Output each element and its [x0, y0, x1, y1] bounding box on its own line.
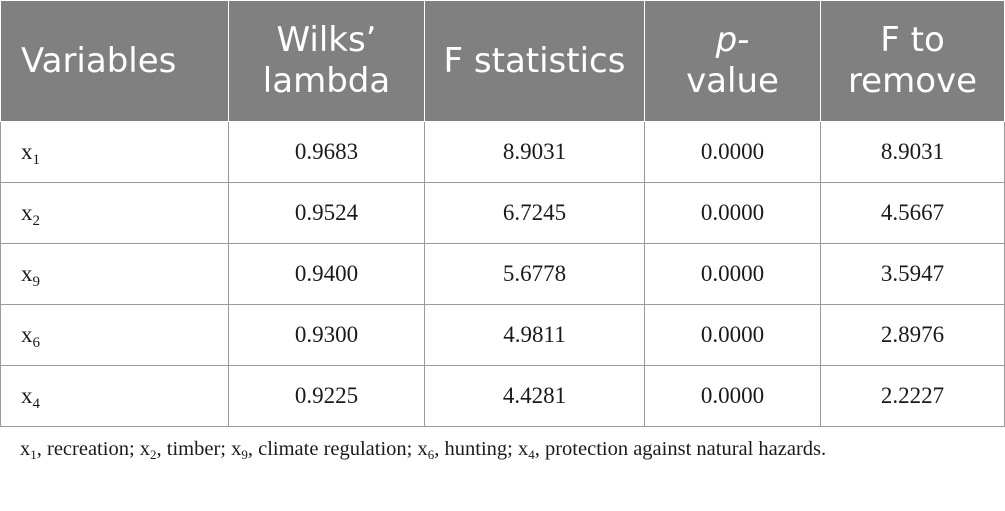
f-to-remove-cell: 4.5667	[820, 182, 1005, 244]
variable-name: x	[21, 261, 33, 286]
footnote-text: , protection against natural hazards.	[534, 438, 827, 460]
footnote-subscript: 9	[241, 447, 248, 462]
table-row: x6 0.9300 4.9811 0.0000 2.8976	[0, 304, 1005, 366]
wilks-cell: 0.9400	[228, 243, 425, 305]
variable-cell: x4	[0, 365, 229, 427]
p-value-cell: 0.0000	[644, 304, 821, 366]
footnote-item: x6, hunting;	[417, 438, 518, 462]
f-to-remove-cell: 2.2227	[820, 365, 1005, 427]
variable-subscript: 4	[32, 396, 41, 412]
footnote-item: x9, climate regulation;	[231, 438, 418, 462]
footnote-text: , timber;	[156, 438, 232, 460]
table-row: x9 0.9400 5.6778 0.0000 3.5947	[0, 243, 1005, 305]
variable-name: x	[21, 200, 33, 225]
header-ftr-line1: F to	[880, 20, 945, 60]
header-p-line2: value	[686, 61, 779, 101]
f-stat-cell: 6.7245	[424, 182, 645, 244]
footnote-var: x	[517, 438, 529, 460]
f-to-remove-cell: 2.8976	[820, 304, 1005, 366]
footnote-item: x2, timber;	[139, 438, 232, 462]
footnote-var: x	[417, 438, 428, 460]
header-wilks-lambda: Wilks’ lambda	[228, 0, 425, 122]
wilks-cell: 0.9225	[228, 365, 425, 427]
variable-name: x	[21, 322, 33, 347]
f-stat-cell: 5.6778	[424, 243, 645, 305]
footnote-text: , hunting;	[434, 438, 518, 460]
table-footnote: x1, recreation; x2, timber; x9, climate …	[20, 432, 980, 466]
variable-name: x	[21, 139, 33, 164]
header-p-line1: p-	[715, 20, 750, 60]
f-to-remove-cell: 8.9031	[820, 121, 1005, 183]
header-wilks-line2: lambda	[262, 61, 391, 101]
footnote-text: , recreation;	[36, 438, 140, 460]
footnote-var: x	[231, 438, 242, 460]
header-row: Variables Wilks’ lambda F statistics p-va…	[0, 0, 1005, 122]
variable-subscript: 9	[32, 274, 41, 290]
wilks-cell: 0.9683	[228, 121, 425, 183]
variable-subscript: 6	[32, 335, 41, 351]
header-f-statistics: F statistics	[424, 0, 645, 122]
header-f-to-remove: F to remove	[820, 0, 1005, 122]
variable-cell: x2	[0, 182, 229, 244]
results-table-container: Variables Wilks’ lambda F statistics p-va…	[0, 0, 1005, 427]
variable-subscript: 1	[32, 152, 41, 168]
p-value-cell: 0.0000	[644, 182, 821, 244]
variable-cell: x1	[0, 121, 229, 183]
f-to-remove-cell: 3.5947	[820, 243, 1005, 305]
table-row: x1 0.9683 8.9031 0.0000 8.9031	[0, 121, 1005, 183]
p-value-cell: 0.0000	[644, 121, 821, 183]
footnote-var: x	[139, 438, 151, 460]
footnote-item: x1, recreation;	[20, 438, 140, 462]
wilks-cell: 0.9524	[228, 182, 425, 244]
footnote-subscript: 4	[528, 447, 535, 462]
variable-cell: x6	[0, 304, 229, 366]
header-ftr-line2: remove	[847, 61, 978, 101]
table-row: x4 0.9225 4.4281 0.0000 2.2227	[0, 365, 1005, 427]
p-value-cell: 0.0000	[644, 365, 821, 427]
header-variables: Variables	[0, 0, 229, 122]
f-stat-cell: 4.4281	[424, 365, 645, 427]
footnote-item: x4, protection against natural hazards.	[517, 438, 827, 462]
header-wilks-line1: Wilks’	[276, 20, 377, 60]
variable-subscript: 2	[32, 213, 41, 229]
footnote-subscript: 6	[427, 447, 435, 462]
results-table: Variables Wilks’ lambda F statistics p-va…	[0, 0, 1005, 427]
footnote-var: x	[20, 438, 31, 460]
variable-name: x	[21, 383, 33, 408]
variable-cell: x9	[0, 243, 229, 305]
p-value-cell: 0.0000	[644, 243, 821, 305]
wilks-cell: 0.9300	[228, 304, 425, 366]
footnote-subscript: 1	[30, 447, 37, 462]
f-stat-cell: 4.9811	[424, 304, 645, 366]
footnote-text: , climate regulation;	[247, 438, 418, 460]
table-row: x2 0.9524 6.7245 0.0000 4.5667	[0, 182, 1005, 244]
f-stat-cell: 8.9031	[424, 121, 645, 183]
header-p-value: p-value	[644, 0, 821, 122]
footnote-subscript: 2	[150, 447, 157, 462]
